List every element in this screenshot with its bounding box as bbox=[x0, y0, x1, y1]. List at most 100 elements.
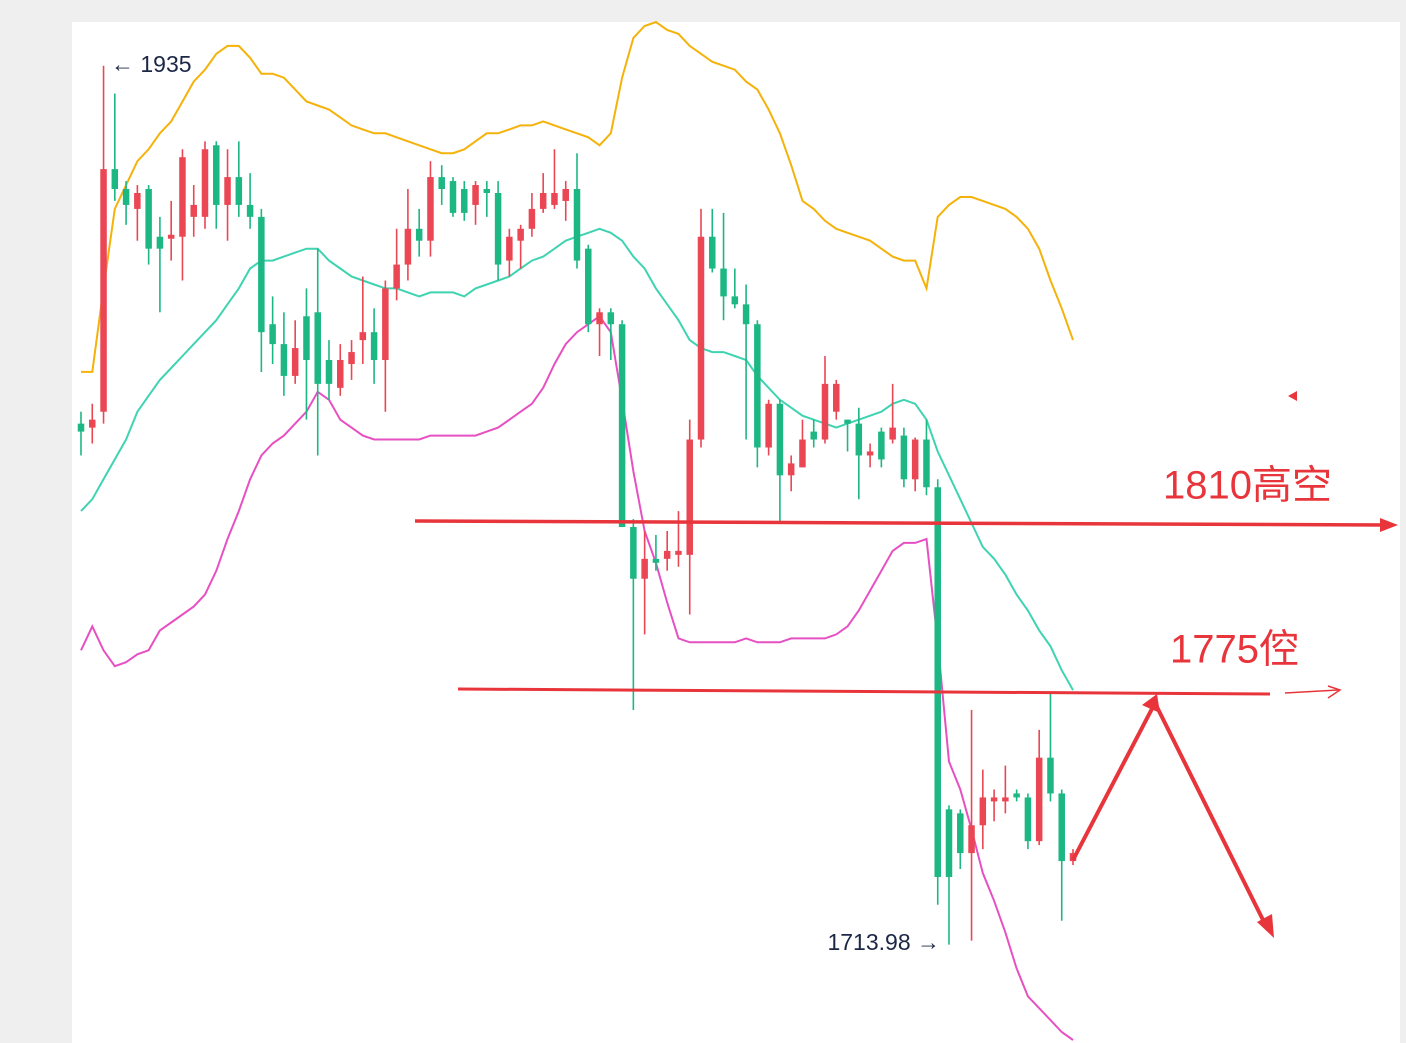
candle-body bbox=[742, 304, 750, 325]
candle-body bbox=[776, 403, 784, 476]
candle-body bbox=[1047, 757, 1054, 794]
marker bbox=[1288, 391, 1297, 401]
candle-body bbox=[337, 360, 344, 388]
candle-body bbox=[618, 324, 626, 528]
candle-body bbox=[539, 192, 547, 209]
candle-body bbox=[720, 268, 727, 297]
candle-body bbox=[945, 809, 953, 877]
candle-body bbox=[461, 189, 468, 213]
candle-body bbox=[709, 236, 716, 269]
candle-body bbox=[911, 439, 919, 480]
candle-body bbox=[145, 189, 152, 249]
candle-body bbox=[607, 312, 615, 325]
candle-body bbox=[765, 403, 772, 448]
candle-body bbox=[89, 419, 96, 428]
candle-body bbox=[855, 423, 863, 456]
candle-body bbox=[968, 825, 975, 854]
candle-body bbox=[359, 332, 367, 341]
candle-body bbox=[314, 312, 321, 384]
band-line bbox=[81, 20, 1074, 373]
candle-body bbox=[562, 189, 569, 201]
candle-body bbox=[652, 558, 660, 563]
candle-body bbox=[179, 157, 186, 237]
candle-body bbox=[291, 348, 299, 376]
candle-body bbox=[483, 189, 491, 193]
candle-body bbox=[258, 216, 265, 333]
candle-body bbox=[923, 439, 930, 488]
candle-body bbox=[517, 228, 524, 241]
candle-body bbox=[889, 427, 896, 440]
arrow-head bbox=[1257, 914, 1274, 938]
candle-body bbox=[167, 234, 175, 239]
candle-body bbox=[269, 324, 276, 345]
candle-body bbox=[844, 419, 851, 424]
candle-body bbox=[325, 360, 333, 384]
candle-body bbox=[122, 189, 130, 205]
candle-body bbox=[528, 208, 536, 229]
candle-body bbox=[990, 797, 998, 802]
candle-body bbox=[415, 228, 423, 241]
candle-body bbox=[1002, 797, 1009, 802]
candle-body bbox=[370, 332, 378, 361]
candle-body bbox=[201, 149, 209, 217]
band-line bbox=[80, 314, 1074, 1041]
candle-body bbox=[77, 423, 85, 432]
candle-body bbox=[799, 439, 806, 468]
candle-body bbox=[1024, 797, 1032, 842]
candle-body bbox=[393, 264, 400, 289]
candle-body bbox=[472, 185, 479, 205]
candle-body bbox=[134, 192, 141, 209]
marks bbox=[77, 20, 1077, 1041]
candle-body bbox=[1058, 793, 1065, 862]
candle-body bbox=[663, 550, 671, 559]
candle-body bbox=[1035, 757, 1043, 842]
candle-body bbox=[427, 177, 434, 241]
candle-body bbox=[506, 236, 513, 261]
candle-body bbox=[585, 248, 592, 325]
annotation-line bbox=[1284, 689, 1339, 694]
annotation-text: 1810高空 bbox=[1163, 464, 1332, 508]
candle-body bbox=[787, 463, 795, 476]
low-label: 1713.98 → bbox=[827, 929, 940, 955]
candle-body bbox=[190, 204, 197, 217]
candle-body bbox=[979, 797, 987, 826]
candle-body bbox=[303, 316, 310, 361]
candle-body bbox=[246, 204, 254, 217]
arrow-head bbox=[1142, 694, 1160, 713]
candle-body bbox=[596, 312, 603, 325]
candle-body bbox=[810, 431, 817, 440]
candle-body bbox=[111, 169, 119, 190]
candle-body bbox=[224, 177, 231, 205]
arrow-head bbox=[1380, 518, 1398, 532]
candle-body bbox=[866, 451, 874, 456]
candle-body bbox=[630, 527, 637, 579]
annotation-line bbox=[414, 519, 1386, 527]
candle-body bbox=[404, 228, 412, 265]
annotation-line bbox=[457, 687, 1271, 696]
plot-background bbox=[72, 22, 1400, 1043]
candle-body bbox=[438, 177, 445, 190]
candle-body bbox=[731, 296, 739, 305]
candle-body bbox=[1013, 793, 1020, 798]
high-label: ← 1935 bbox=[111, 51, 192, 77]
candle-body bbox=[878, 431, 885, 460]
candle-body bbox=[348, 352, 355, 364]
candle-body bbox=[573, 189, 581, 261]
candle-body bbox=[821, 383, 829, 440]
candle-body bbox=[551, 192, 558, 205]
candle-body bbox=[686, 439, 693, 555]
candle-body bbox=[382, 288, 389, 361]
candle-body bbox=[213, 145, 220, 205]
candle-body bbox=[494, 192, 502, 265]
candle-body bbox=[754, 324, 761, 448]
arrow-head bbox=[1327, 685, 1342, 699]
candle-body bbox=[100, 169, 107, 412]
candle-body bbox=[697, 236, 705, 440]
candle-body bbox=[957, 813, 964, 854]
candle-body bbox=[675, 550, 682, 555]
candle-body bbox=[235, 177, 243, 205]
candle-body bbox=[449, 181, 457, 213]
annotation-text: 1775倥 bbox=[1170, 628, 1299, 672]
